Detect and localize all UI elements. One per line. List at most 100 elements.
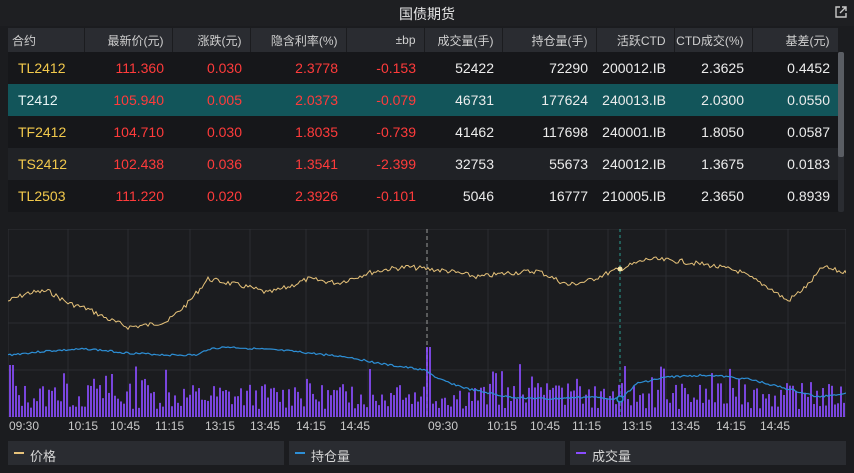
table-scrollbar[interactable] <box>838 52 844 212</box>
volume-bar <box>57 400 59 417</box>
x-tick-label: 14:15 <box>296 419 327 433</box>
volume-bar <box>567 383 569 417</box>
volume-bar <box>558 385 560 417</box>
volume-bar <box>825 405 827 417</box>
volume-bar <box>216 396 218 417</box>
table-row[interactable]: T2412 105.940 0.005 2.0373 -0.079 46731 177624… <box>8 84 838 116</box>
volume-bar <box>240 388 242 417</box>
volume-bar <box>528 387 530 417</box>
x-tick-label: 13:15 <box>622 419 653 433</box>
volume-bar <box>843 402 845 417</box>
volume-bar <box>498 404 500 417</box>
volume-bar <box>807 396 809 417</box>
volume-bar <box>390 392 392 417</box>
volume-bar <box>219 387 221 417</box>
volume-bar <box>192 385 194 417</box>
volume-bar <box>15 385 17 417</box>
volume-bar <box>696 399 698 417</box>
column-header[interactable]: CTD成交(%) <box>674 28 753 52</box>
volume-bar <box>87 385 89 417</box>
volume-bar <box>774 395 776 417</box>
volume-bar <box>291 405 293 417</box>
intraday-chart <box>8 229 846 417</box>
volume-bar <box>729 368 731 417</box>
volume-bar <box>177 402 179 417</box>
scrollbar-thumb[interactable] <box>838 52 844 157</box>
volume-bar <box>306 378 308 417</box>
volume-bar <box>261 386 263 417</box>
volume-bar <box>288 389 290 417</box>
volume-bar <box>477 400 479 417</box>
volume-bar <box>159 402 161 417</box>
table-cell: 1.8050 <box>701 124 744 140</box>
volume-bar <box>342 384 344 417</box>
table-cell: 16777 <box>549 188 588 204</box>
table-cell: 210005.IB <box>602 188 666 204</box>
legend-volume[interactable]: 成交量 <box>570 441 846 465</box>
volume-bar <box>156 408 158 417</box>
volume-bar <box>111 374 113 417</box>
table-row[interactable]: TL2412 111.360 0.030 2.3778 -0.153 52422 72290… <box>8 52 838 84</box>
table-row[interactable]: TS2412 102.438 0.036 1.3541 -2.399 32753 55673… <box>8 148 838 180</box>
volume-bar <box>339 387 341 417</box>
volume-bar <box>396 387 398 417</box>
volume-bar <box>348 402 350 417</box>
table-cell: 0.030 <box>206 60 242 76</box>
table-cell: 240012.IB <box>602 156 666 172</box>
column-header[interactable]: 持仓量(手) <box>502 28 597 52</box>
volume-bar <box>39 388 41 417</box>
table-row[interactable]: TL2503 111.220 0.020 2.3926 -0.101 5046 16777 2… <box>8 180 838 212</box>
volume-bar <box>318 401 320 417</box>
volume-bar <box>423 386 425 417</box>
column-header[interactable]: 最新价(元) <box>84 28 173 52</box>
legend-open-interest[interactable]: 持仓量 <box>289 441 565 465</box>
volume-bar <box>51 390 53 417</box>
volume-bar <box>36 401 38 417</box>
volume-bar <box>78 396 80 417</box>
column-header[interactable]: ±bp <box>346 28 425 52</box>
volume-bar <box>267 397 269 417</box>
volume-bar <box>120 401 122 417</box>
volume-bar <box>840 386 842 417</box>
volume-bar <box>750 408 752 417</box>
volume-bar <box>414 392 416 417</box>
volume-bar <box>66 383 68 417</box>
volume-bar <box>255 390 257 417</box>
table-cell: 0.8939 <box>787 188 830 204</box>
table-row[interactable]: TF2412 104.710 0.030 1.8035 -0.739 41462 11769… <box>8 116 838 148</box>
table-cell: 2.3625 <box>701 60 744 76</box>
volume-bar <box>759 408 761 417</box>
table-cell: 2.3926 <box>295 188 338 204</box>
volume-bar <box>276 392 278 417</box>
volume-bar <box>714 402 716 417</box>
volume-bar <box>408 394 410 417</box>
volume-bar <box>72 405 74 417</box>
volume-bar <box>96 388 98 417</box>
volume-bar <box>720 383 722 417</box>
price-series-line <box>8 256 846 331</box>
column-header[interactable]: 隐含利率(%) <box>250 28 347 52</box>
volume-bar <box>612 391 614 417</box>
column-header[interactable]: 涨跌(元) <box>172 28 251 52</box>
volume-bar <box>813 404 815 417</box>
column-header[interactable]: 基差(元) <box>752 28 839 52</box>
volume-bar <box>222 391 224 417</box>
popout-icon[interactable] <box>834 5 848 19</box>
column-header[interactable]: 活跃CTD <box>596 28 675 52</box>
x-tick-label: 10:15 <box>487 419 518 433</box>
volume-bar <box>645 408 647 417</box>
volume-bar <box>444 397 446 417</box>
legend-price[interactable]: 价格 <box>8 441 284 465</box>
volume-bar <box>84 406 86 417</box>
volume-bar <box>384 400 386 417</box>
volume-bar <box>468 392 470 417</box>
column-header[interactable]: 成交量(手) <box>424 28 503 52</box>
volume-bar <box>75 406 77 417</box>
volume-bar <box>786 383 788 417</box>
x-tick-label: 14:45 <box>340 419 371 433</box>
volume-bar <box>165 369 167 417</box>
column-header[interactable]: 合约 <box>8 28 85 52</box>
volume-bar <box>492 371 494 417</box>
table-cell: 0.4452 <box>787 60 830 76</box>
volume-bar <box>744 384 746 417</box>
